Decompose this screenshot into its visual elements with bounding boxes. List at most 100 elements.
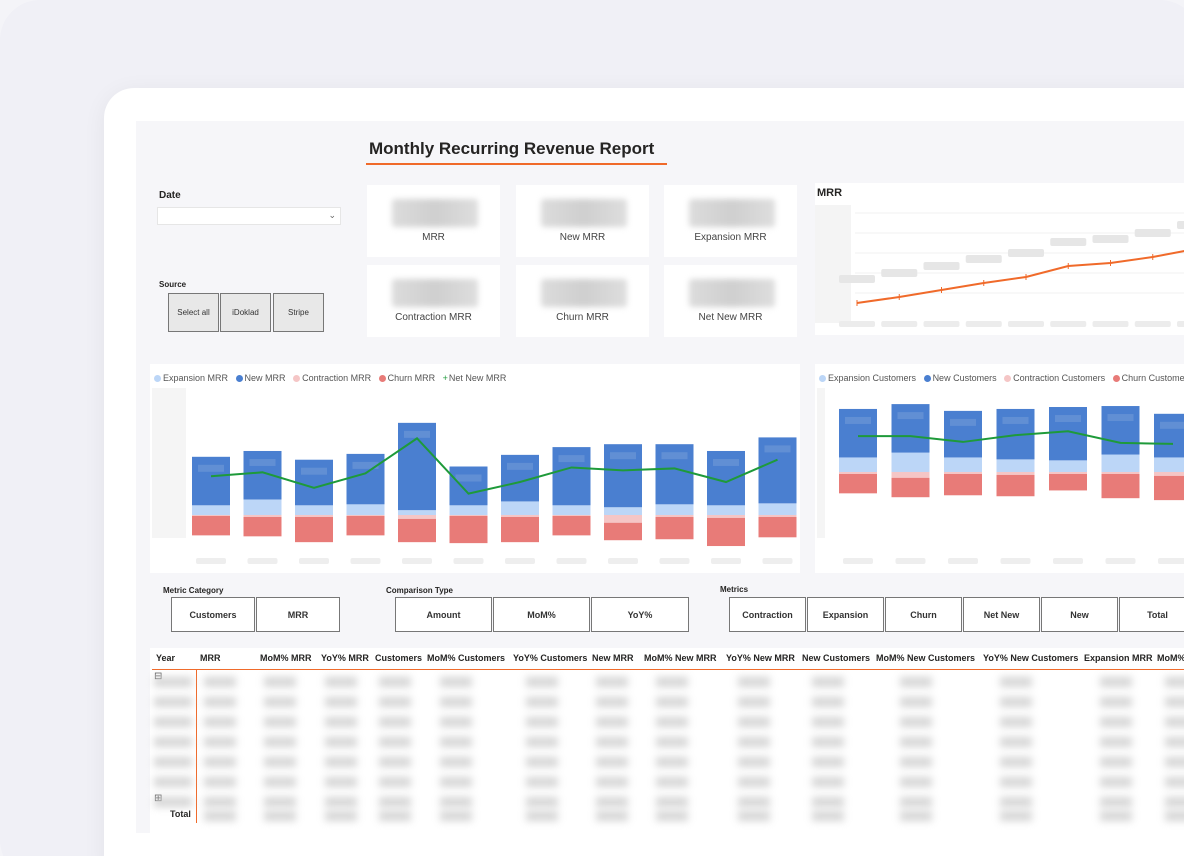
data-label-blur <box>950 418 976 426</box>
customers-breakdown-chart-panel: Expansion Customers New Customers Contra… <box>815 364 1184 573</box>
table-cell-blur <box>656 717 688 727</box>
table-cell-blur <box>1000 697 1032 707</box>
metric-contraction-button[interactable]: Contraction <box>729 597 806 632</box>
row-header-blur <box>154 677 192 687</box>
row-header-blur <box>154 717 192 727</box>
bar-expansion <box>891 452 930 472</box>
metric-net-new-button[interactable]: Net New <box>963 597 1040 632</box>
source-select-all-button[interactable]: Select all <box>168 293 219 332</box>
bar-new <box>449 466 488 506</box>
col-header-customers[interactable]: Customers <box>375 653 423 663</box>
total-cell-blur <box>596 811 628 821</box>
table-cell-blur <box>738 737 770 747</box>
col-header-mom-customers[interactable]: MoM% Customers <box>427 653 506 663</box>
bar-expansion <box>346 504 385 515</box>
bar-contraction <box>501 515 539 517</box>
table-cell-blur <box>656 697 688 707</box>
col-header-yoy-mrr[interactable]: YoY% MRR <box>321 653 369 663</box>
data-label-blur <box>198 464 224 472</box>
col-header-mom-new-customers[interactable]: MoM% New Customers <box>876 653 976 663</box>
col-header-yoy-customers[interactable]: YoY% Customers <box>513 653 588 663</box>
table-cell-blur <box>596 777 628 787</box>
bar-expansion <box>449 505 488 515</box>
legend-dot-icon <box>1112 375 1120 382</box>
metric-category-mrr-button[interactable]: MRR <box>256 597 340 632</box>
legend-item[interactable]: Contraction MRR <box>293 373 371 383</box>
bar-expansion <box>758 503 797 515</box>
col-header-new-customers[interactable]: New Customers <box>802 653 871 663</box>
header-divider <box>152 669 1184 670</box>
date-dropdown[interactable]: ⌄ <box>157 207 341 225</box>
bar-expansion <box>295 505 333 515</box>
col-header-yoy-new-mrr[interactable]: YoY% New MRR <box>726 653 795 663</box>
collapse-icon[interactable]: ⊟ <box>154 671 162 682</box>
bar-churn <box>891 477 930 498</box>
table-cell-blur <box>440 677 472 687</box>
bar-expansion <box>944 457 982 472</box>
table-cell-blur <box>656 757 688 767</box>
total-cell-blur <box>738 811 770 821</box>
legend-item[interactable]: Expansion MRR <box>154 373 228 383</box>
col-header-year[interactable]: Year <box>156 653 176 663</box>
x-tick-blur <box>948 558 978 564</box>
table-cell-blur <box>379 717 411 727</box>
legend-item[interactable]: Expansion Customers <box>819 373 916 383</box>
kpi-card-mrr: MRR <box>367 185 500 257</box>
metric-total-button[interactable]: Total <box>1119 597 1184 632</box>
legend-item[interactable]: New Customers <box>923 373 997 383</box>
col-header-mom-mrr[interactable]: MoM% MRR <box>260 653 312 663</box>
table-cell-blur <box>204 757 236 767</box>
table-cell-blur <box>596 677 628 687</box>
col-header-mom[interactable]: MoM% <box>1157 653 1184 663</box>
col-header-new-mrr[interactable]: New MRR <box>592 653 634 663</box>
bar-churn <box>1101 473 1140 499</box>
bar-churn <box>944 473 982 496</box>
source-stripe-button[interactable]: Stripe <box>273 293 324 332</box>
legend-item[interactable]: Churn MRR <box>378 373 435 383</box>
source-idoklad-button[interactable]: iDoklad <box>220 293 271 332</box>
comparison-type-label: Comparison Type <box>386 586 453 595</box>
row-header-divider <box>196 669 197 823</box>
bar-expansion <box>1101 454 1140 472</box>
legend-item[interactable]: +Net New MRR <box>442 373 507 383</box>
mrr-breakdown-chart-panel: Expansion MRR New MRR Contraction MRR Ch… <box>150 364 800 573</box>
col-header-expansion-mrr[interactable]: Expansion MRR <box>1084 653 1153 663</box>
legend-item[interactable]: Contraction Customers <box>1004 373 1105 383</box>
table-cell-blur <box>1100 757 1132 767</box>
col-header-mrr[interactable]: MRR <box>200 653 221 663</box>
col-header-yoy-new-customers[interactable]: YoY% New Customers <box>983 653 1079 663</box>
metric-churn-button[interactable]: Churn <box>885 597 962 632</box>
metric-expansion-button[interactable]: Expansion <box>807 597 884 632</box>
table-cell-blur <box>325 757 357 767</box>
metric-new-button[interactable]: New <box>1041 597 1118 632</box>
bar-contraction <box>604 515 642 523</box>
data-label-blur <box>507 462 533 470</box>
comparison-mom-button[interactable]: MoM% <box>493 597 590 632</box>
bar-contraction <box>707 515 745 518</box>
table-cell-blur <box>1165 737 1184 747</box>
x-tick-blur <box>711 558 741 564</box>
total-row-label: Total <box>170 809 191 819</box>
table-cell-blur <box>526 717 558 727</box>
bar-contraction <box>1049 472 1087 474</box>
data-label-blur <box>352 461 379 469</box>
x-tick-blur <box>895 558 926 564</box>
legend-item[interactable]: Churn Customers <box>1112 373 1184 383</box>
table-cell-blur <box>264 737 296 747</box>
table-cell-blur <box>900 737 932 747</box>
bar-contraction <box>346 515 385 516</box>
table-cell-blur <box>738 797 770 807</box>
x-tick-blur <box>350 558 381 564</box>
table-cell-blur <box>264 677 296 687</box>
table-cell-blur <box>1165 777 1184 787</box>
data-label-blur <box>764 445 791 453</box>
legend-item[interactable]: New MRR <box>235 373 286 383</box>
bar-expansion <box>192 505 230 515</box>
comparison-amount-button[interactable]: Amount <box>395 597 492 632</box>
col-header-mom-new-mrr[interactable]: MoM% New MRR <box>644 653 717 663</box>
bar-expansion <box>839 457 877 472</box>
table-cell-blur <box>379 797 411 807</box>
metric-category-customers-button[interactable]: Customers <box>171 597 255 632</box>
bar-new <box>1101 406 1140 455</box>
comparison-yoy-button[interactable]: YoY% <box>591 597 689 632</box>
